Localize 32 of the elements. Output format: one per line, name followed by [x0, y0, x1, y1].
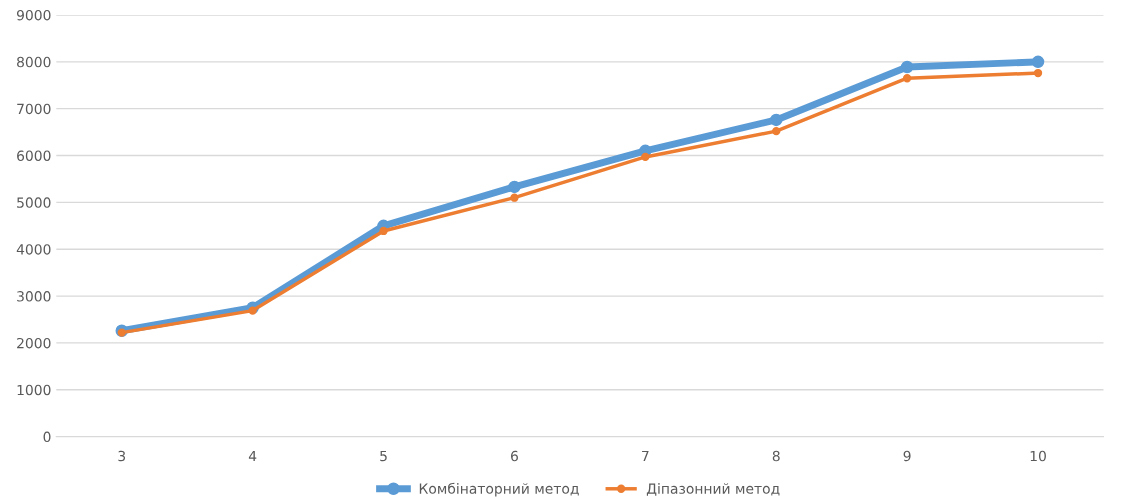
x-tick-label: 4 — [248, 450, 257, 462]
y-tick-label: 8000 — [17, 56, 51, 68]
x-tick-label: 9 — [903, 450, 911, 462]
x-tick-label: 10 — [1030, 450, 1046, 462]
y-tick-label: 2000 — [17, 337, 51, 349]
point — [900, 60, 914, 74]
x-tick-label: 7 — [642, 450, 649, 462]
y-tick-label: 6000 — [17, 150, 51, 161]
y-tick-label: 0 — [43, 431, 51, 443]
point — [769, 113, 783, 127]
y-tick-label: 5000 — [17, 197, 51, 208]
y-tick-label: 7000 — [17, 103, 51, 115]
point — [510, 193, 519, 202]
x-tick-label: 3 — [118, 450, 126, 462]
x-tick-label: 5 — [380, 450, 387, 462]
point — [508, 180, 521, 194]
y-tick-label: 1000 — [17, 384, 51, 396]
point — [641, 152, 650, 162]
legend-label: Діпазонний метод — [646, 483, 780, 496]
point — [379, 226, 388, 236]
y-tick-label: 3000 — [17, 291, 51, 302]
point — [1031, 55, 1045, 69]
point — [1033, 68, 1043, 78]
point — [117, 328, 126, 337]
y-tick-label: 9000 — [16, 9, 51, 21]
legend-label: Комбінаторний метод — [419, 482, 579, 497]
point — [902, 74, 912, 83]
point — [248, 306, 257, 315]
x-tick-label: 8 — [772, 450, 780, 462]
point — [772, 126, 781, 136]
x-tick-label: 6 — [510, 450, 518, 462]
y-tick-label: 4000 — [16, 244, 51, 255]
